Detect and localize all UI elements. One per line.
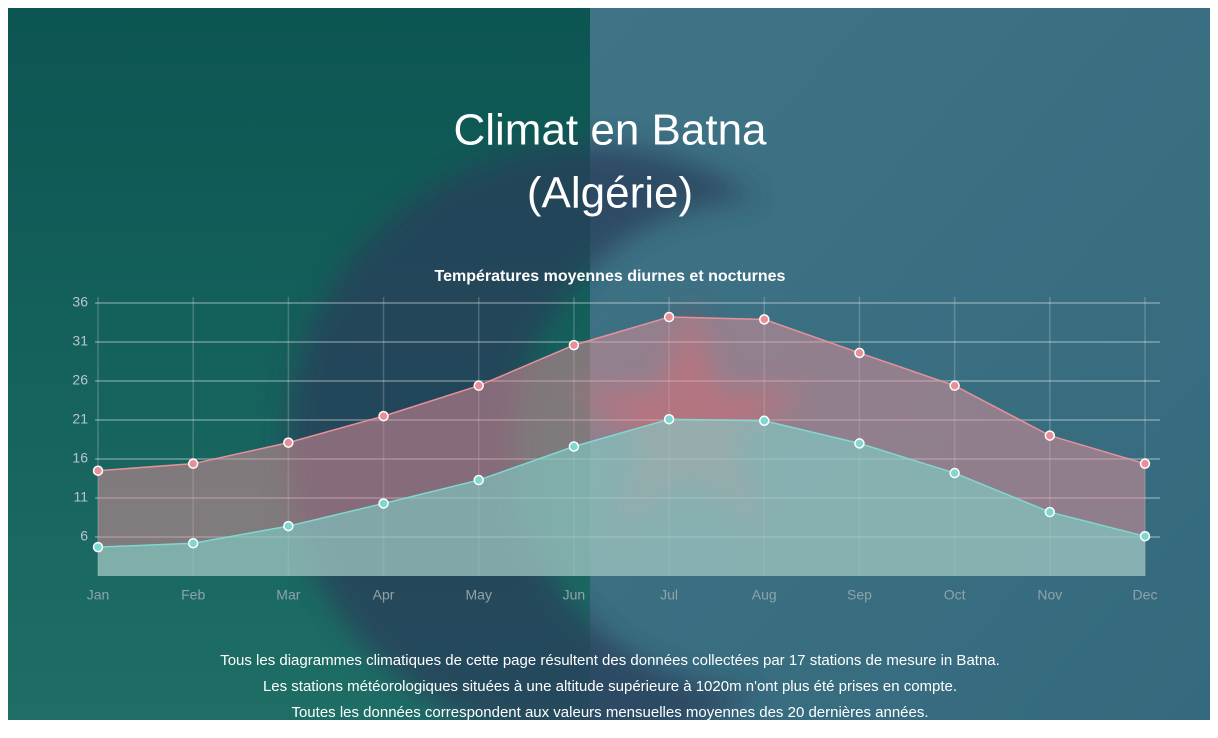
x-tick-label: Apr [373,587,395,603]
data-point [1141,459,1150,468]
x-tick-label: Jan [87,587,110,603]
y-tick-label: 6 [80,528,88,544]
data-point [855,348,864,357]
data-point [94,466,103,475]
climate-panel: Climat en Batna (Algérie) Températures m… [8,8,1210,720]
y-tick-label: 11 [73,489,88,505]
data-point [189,459,198,468]
x-tick-label: Aug [752,587,777,603]
y-tick-label: 26 [72,372,88,388]
data-point [379,412,388,421]
data-point [760,416,769,425]
y-tick-label: 36 [72,294,88,310]
data-point [379,499,388,508]
data-point [569,341,578,350]
data-point [1045,431,1054,440]
y-tick-label: 16 [72,450,88,466]
chart: Climat en Batna (Algérie) Températures m… [8,8,1210,720]
data-point [284,438,293,447]
x-tick-label: Jul [660,587,678,603]
data-point [474,381,483,390]
y-tick-label: 21 [72,411,88,427]
data-point [950,469,959,478]
footer-line: Tous les diagrammes climatiques de cette… [220,652,1000,669]
data-point [284,522,293,531]
data-point [950,381,959,390]
data-point [474,476,483,485]
x-tick-label: Jun [563,587,586,603]
chart-title: Températures moyennes diurnes et nocturn… [435,268,786,285]
data-point [665,415,674,424]
x-tick-label: Sep [847,587,872,603]
data-point [94,543,103,552]
x-tick-label: May [466,587,492,603]
page-subtitle: (Algérie) [527,169,693,218]
footer-line: Les stations météorologiques situées à u… [263,678,957,695]
x-tick-label: Nov [1037,587,1062,603]
data-point [1045,508,1054,517]
data-point [1141,532,1150,541]
footer-line: Toutes les données correspondent aux val… [291,704,928,720]
data-point [569,442,578,451]
page: {"header": {"title": "Climat en Batna", … [0,0,1218,738]
data-point [855,439,864,448]
page-title: Climat en Batna [453,106,767,155]
x-tick-label: Oct [944,587,966,603]
data-point [189,539,198,548]
data-point [665,313,674,322]
data-point [760,315,769,324]
x-tick-label: Dec [1133,587,1158,603]
x-tick-label: Mar [276,587,300,603]
y-tick-label: 31 [72,333,88,349]
x-tick-label: Feb [181,587,205,603]
